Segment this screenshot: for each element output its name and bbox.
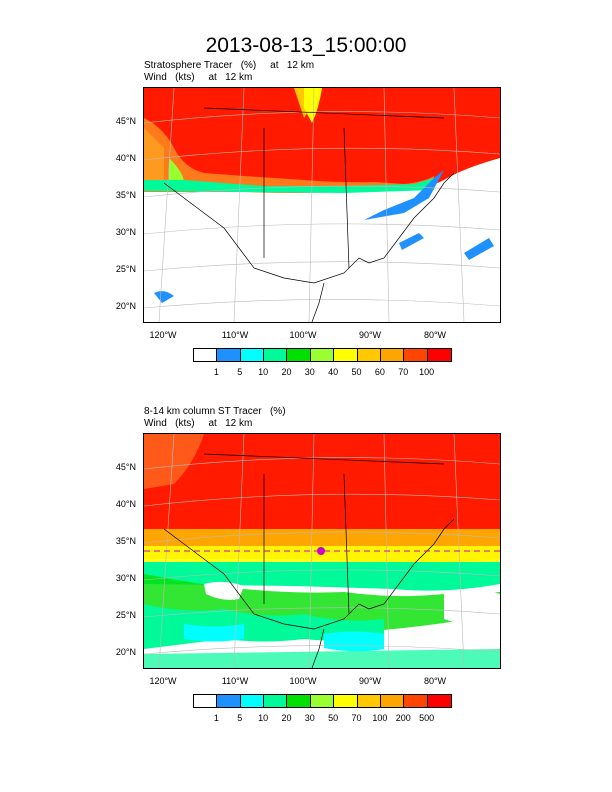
- panel1-lat-label: 45°N: [115, 116, 136, 126]
- colorbar-label: 10: [258, 367, 269, 377]
- colorbar-label: 60: [374, 367, 385, 377]
- colorbar-label: 30: [304, 713, 315, 723]
- colorbar-swatch: [264, 349, 288, 361]
- colorbar-swatch: [380, 695, 405, 707]
- colorbar-swatch: [217, 349, 241, 361]
- colorbar-swatch: [334, 349, 358, 361]
- colorbar-swatch: [427, 349, 451, 361]
- colorbar-swatch: [194, 695, 218, 707]
- panel2-lon-label: 90°W: [358, 676, 382, 686]
- colorbar-swatch: [264, 695, 288, 707]
- panel2-lat-label: 30°N: [115, 573, 136, 583]
- panel1-lat-label: 40°N: [115, 153, 136, 163]
- colorbar-swatch: [194, 349, 218, 361]
- colorbar-swatch: [240, 695, 265, 707]
- panel2-lat-label: 35°N: [115, 536, 136, 546]
- panel2-subtitle-1: 8-14 km column ST Tracer (%): [144, 406, 286, 417]
- panel2-subtitle-2: Wind (kts) at 12 km: [144, 418, 253, 429]
- colorbar-label: 500: [419, 713, 435, 723]
- panel2-colorbar: [193, 694, 452, 708]
- colorbar-swatch: [380, 349, 405, 361]
- panel2-lon-label: 110°W: [221, 676, 249, 686]
- colorbar-swatch: [310, 349, 335, 361]
- panel2-map: [143, 433, 501, 669]
- panel1-lat-label: 35°N: [115, 190, 136, 200]
- colorbar-label: 5: [237, 713, 243, 723]
- panel2-lat-label: 40°N: [115, 499, 136, 509]
- colorbar-swatch: [427, 695, 451, 707]
- panel1-lon-label: 110°W: [221, 330, 249, 340]
- colorbar-swatch: [357, 349, 381, 361]
- panel2-lon-label: 80°W: [423, 676, 447, 686]
- colorbar-label: 50: [351, 367, 362, 377]
- colorbar-swatch: [357, 695, 381, 707]
- panel1-lat-label: 20°N: [115, 301, 136, 311]
- colorbar-swatch: [404, 695, 428, 707]
- colorbar-label: 70: [351, 713, 362, 723]
- panel1-lat-label: 25°N: [115, 264, 136, 274]
- panel1-subtitle-2: Wind (kts) at 12 km: [144, 72, 253, 83]
- colorbar-swatch: [217, 695, 241, 707]
- colorbar-swatch: [404, 349, 428, 361]
- colorbar-label: 10: [258, 713, 269, 723]
- colorbar-label: 1: [213, 713, 219, 723]
- colorbar-label: 20: [281, 713, 292, 723]
- panel2-lon-label: 100°W: [289, 676, 317, 686]
- panel2-lon-label: 120°W: [149, 676, 177, 686]
- colorbar-label: 50: [328, 713, 339, 723]
- colorbar-swatch: [310, 695, 335, 707]
- colorbar-swatch: [240, 349, 265, 361]
- colorbar-label: 200: [395, 713, 411, 723]
- colorbar-label: 5: [237, 367, 243, 377]
- panel1-lon-label: 120°W: [149, 330, 177, 340]
- colorbar-swatch: [334, 695, 358, 707]
- panel1-lat-label: 30°N: [115, 227, 136, 237]
- main-title: 2013-08-13_15:00:00: [205, 34, 407, 57]
- panel1-lon-label: 80°W: [423, 330, 447, 340]
- colorbar-swatch: [287, 349, 311, 361]
- panel2-lat-label: 20°N: [115, 647, 136, 657]
- panel1-colorbar: [193, 348, 452, 362]
- panel1-lon-label: 90°W: [358, 330, 382, 340]
- colorbar-swatch: [287, 695, 311, 707]
- colorbar-label: 30: [304, 367, 315, 377]
- colorbar-label: 100: [419, 367, 435, 377]
- colorbar-label: 1: [213, 367, 219, 377]
- colorbar-label: 20: [281, 367, 292, 377]
- colorbar-label: 70: [398, 367, 409, 377]
- panel1-map: [143, 87, 501, 323]
- panel2-lat-label: 25°N: [115, 610, 136, 620]
- panel2-lat-label: 45°N: [115, 462, 136, 472]
- colorbar-label: 100: [372, 713, 388, 723]
- panel1-lon-label: 100°W: [289, 330, 317, 340]
- panel2-map-canvas: [144, 434, 500, 668]
- panel1-map-canvas: [144, 88, 500, 322]
- panel1-subtitle-1: Stratosphere Tracer (%) at 12 km: [144, 60, 315, 71]
- colorbar-label: 40: [328, 367, 339, 377]
